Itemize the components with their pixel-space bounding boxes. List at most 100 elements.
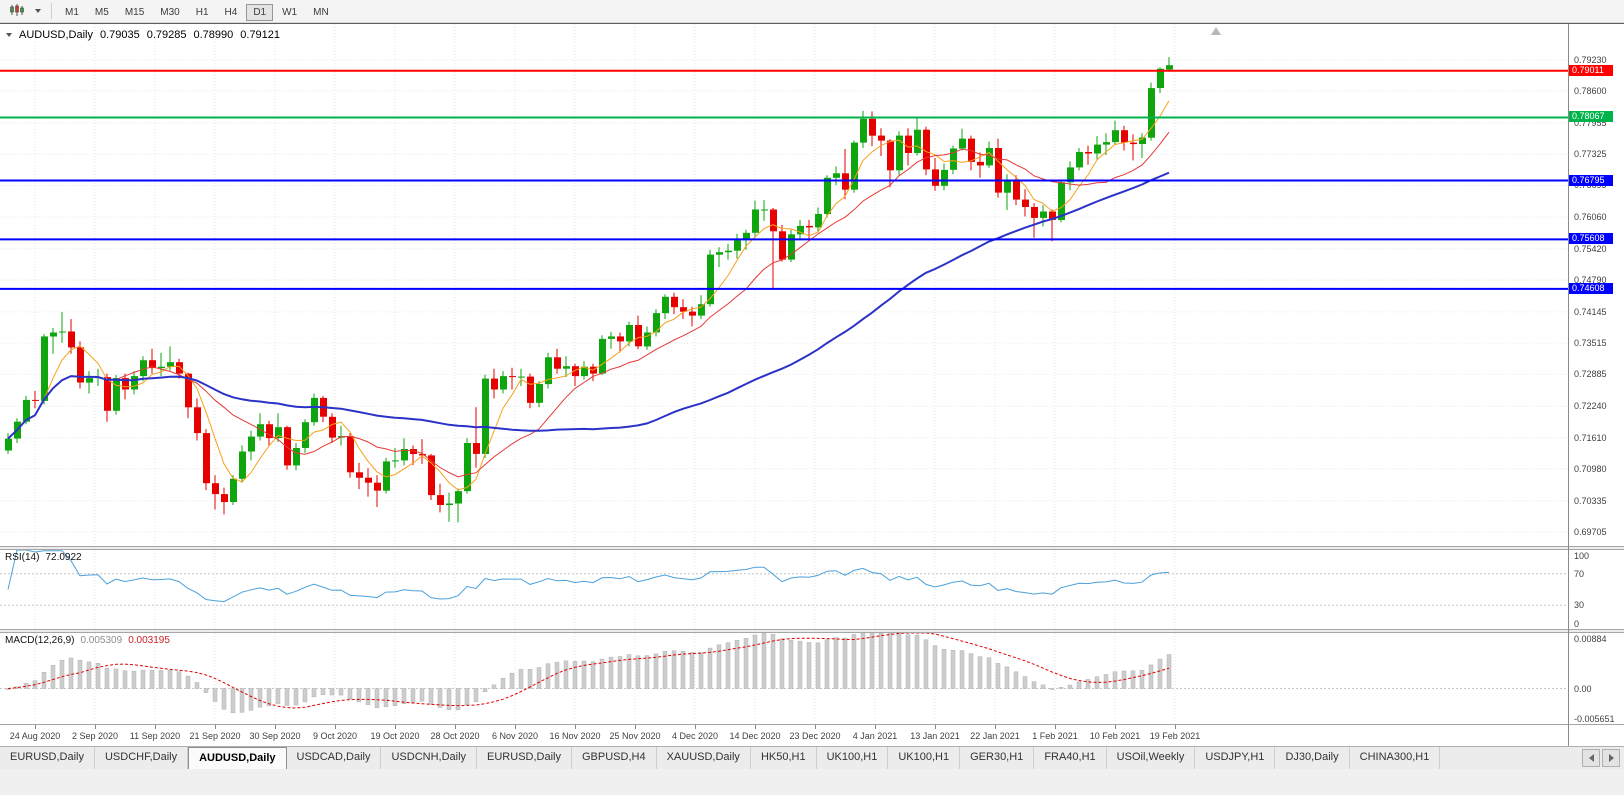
date-axis-separator	[0, 724, 1624, 725]
chart-tab-audusd-daily[interactable]: AUDUSD,Daily	[188, 747, 287, 769]
date-axis-label: 2 Sep 2020	[71, 731, 119, 741]
date-axis-label: 11 Sep 2020	[129, 731, 181, 741]
ohlc-collapse-icon[interactable]	[6, 33, 12, 37]
date-axis-tick	[815, 725, 816, 729]
date-axis-label: 13 Jan 2021	[910, 731, 960, 741]
date-axis-tick	[695, 725, 696, 729]
price-gridlines	[0, 24, 1568, 546]
timeframe-button-m1[interactable]: M1	[58, 4, 86, 21]
date-axis-label: 21 Sep 2020	[189, 731, 241, 741]
rsi-value: 72.0922	[45, 552, 82, 563]
rsi-axis-label: 100	[1574, 551, 1590, 561]
date-axis-tick	[1115, 725, 1116, 729]
price-axis-label: 0.70335	[1574, 496, 1607, 506]
date-axis-label: 16 Nov 2020	[549, 731, 601, 741]
timeframe-button-h1[interactable]: H1	[189, 4, 216, 21]
date-axis-label: 23 Dec 2020	[789, 731, 841, 741]
date-axis-label: 19 Oct 2020	[370, 731, 420, 741]
rsi-name: RSI(14)	[5, 552, 40, 563]
price-axis-label: 0.74145	[1574, 307, 1607, 317]
ohlc-high-value: 0.79285	[146, 29, 187, 41]
chart-tab-usdcad-daily[interactable]: USDCAD,Daily	[286, 747, 382, 769]
price-axis-label: 0.71610	[1574, 433, 1607, 443]
date-axis-label: 24 Aug 2020	[9, 731, 61, 741]
caret-down-icon	[35, 9, 41, 13]
date-axis-tick	[1175, 725, 1176, 729]
date-axis-tick	[95, 725, 96, 729]
rsi-indicator-label: RSI(14) 72.0922	[5, 552, 82, 563]
price-axis-label: 0.79230	[1574, 55, 1607, 65]
timeframe-button-m5[interactable]: M5	[88, 4, 116, 21]
macd-pane[interactable]	[0, 633, 1568, 724]
chart-type-button[interactable]	[5, 2, 29, 20]
timeframe-button-h4[interactable]: H4	[218, 4, 245, 21]
date-axis-label: 10 Feb 2021	[1089, 731, 1141, 741]
macd-name: MACD(12,26,9)	[5, 635, 75, 646]
timeframe-button-m30[interactable]: M30	[153, 4, 186, 21]
ohlc-open-value: 0.79035	[99, 29, 140, 41]
timeframe-button-w1[interactable]: W1	[275, 4, 304, 21]
price-axis-label: 0.70980	[1574, 464, 1607, 474]
chart-tab-eurusd-daily[interactable]: EURUSD,Daily	[0, 747, 95, 769]
macd-main-value: 0.005309	[80, 635, 123, 646]
pane-separator-price-rsi[interactable]	[0, 546, 1624, 550]
ohlc-close-value: 0.79121	[240, 29, 281, 41]
ohlc-low-value: 0.78990	[193, 29, 234, 41]
date-axis-label: 9 Oct 2020	[312, 731, 358, 741]
chart-tab-hk50-h1[interactable]: HK50,H1	[750, 747, 817, 769]
chart-tab-ger30-h1[interactable]: GER30,H1	[960, 747, 1035, 769]
rsi-pane[interactable]	[0, 550, 1568, 629]
price-axis-label: 0.74790	[1574, 275, 1607, 285]
chart-tab-dj30-daily[interactable]: DJ30,Daily	[1275, 747, 1350, 769]
date-axis-tick	[995, 725, 996, 729]
date-axis-tick	[935, 725, 936, 729]
price-axis-separator	[1568, 24, 1569, 747]
chart-tab-fra40-h1[interactable]: FRA40,H1	[1034, 747, 1107, 769]
chart-tab-uk100-h1[interactable]: UK100,H1	[816, 747, 889, 769]
date-axis-label: 1 Feb 2021	[1032, 731, 1078, 741]
macd-signal-value: 0.003195	[128, 635, 170, 646]
chart-tab-gbpusd-h4[interactable]: GBPUSD,H4	[572, 747, 657, 769]
tab-scroll-left-button[interactable]	[1582, 749, 1600, 767]
date-axis-tick	[515, 725, 516, 729]
chart-tab-usdcnh-daily[interactable]: USDCNH,Daily	[381, 747, 478, 769]
rsi-axis-label: 0	[1574, 619, 1580, 629]
ma-13-line	[7, 131, 1170, 478]
chart-type-dropdown-button[interactable]	[31, 2, 45, 20]
date-axis-tick	[155, 725, 156, 729]
price-axis-label: 0.72885	[1574, 369, 1607, 379]
timeframe-button-mn[interactable]: MN	[306, 4, 336, 21]
price-line-tag: 0.78067	[1569, 111, 1613, 122]
rsi-axis-label: 70	[1574, 569, 1585, 579]
price-pane[interactable]	[0, 24, 1568, 546]
price-axis-label: 0.73515	[1574, 338, 1607, 348]
price-line-tag: 0.75608	[1569, 233, 1613, 244]
toolbar-separator	[51, 3, 52, 19]
timeframe-button-m15[interactable]: M15	[118, 4, 151, 21]
timeframe-button-d1[interactable]: D1	[246, 3, 274, 21]
rsi-gridlines	[0, 550, 1568, 629]
chart-tab-usdchf-daily[interactable]: USDCHF,Daily	[94, 747, 189, 769]
price-line-tag: 0.79011	[1569, 65, 1613, 76]
macd-histogram	[5, 633, 1172, 713]
chart-tab-xauusd-daily[interactable]: XAUUSD,Daily	[656, 747, 751, 769]
candlestick-chart-icon	[9, 3, 25, 20]
date-axis-label: 4 Dec 2020	[671, 731, 719, 741]
scroll-right-icon	[1608, 754, 1614, 762]
chart-tab-china300-h1[interactable]: CHINA300,H1	[1349, 747, 1441, 769]
chart-tab-usoil-weekly[interactable]: USOil,Weekly	[1106, 747, 1196, 769]
chart-tab-usdjpy-h1[interactable]: USDJPY,H1	[1195, 747, 1276, 769]
price-axis-label: 0.77955	[1574, 118, 1607, 128]
chart-window[interactable]: AUDUSD,Daily 0.79035 0.79285 0.78990 0.7…	[0, 23, 1624, 747]
date-axis-label: 30 Sep 2020	[249, 731, 301, 741]
status-bar	[0, 769, 1624, 795]
chart-tab-uk100-h1[interactable]: UK100,H1	[888, 747, 961, 769]
macd-axis-label: 0.00884	[1574, 634, 1607, 644]
rsi-line	[7, 550, 1170, 603]
pane-separator-rsi-macd[interactable]	[0, 629, 1624, 633]
rsi-axis-label: 30	[1574, 600, 1585, 610]
chart-tab-eurusd-daily[interactable]: EURUSD,Daily	[477, 747, 572, 769]
tab-scroll-right-button[interactable]	[1602, 749, 1620, 767]
date-axis-label: 22 Jan 2021	[970, 731, 1020, 741]
